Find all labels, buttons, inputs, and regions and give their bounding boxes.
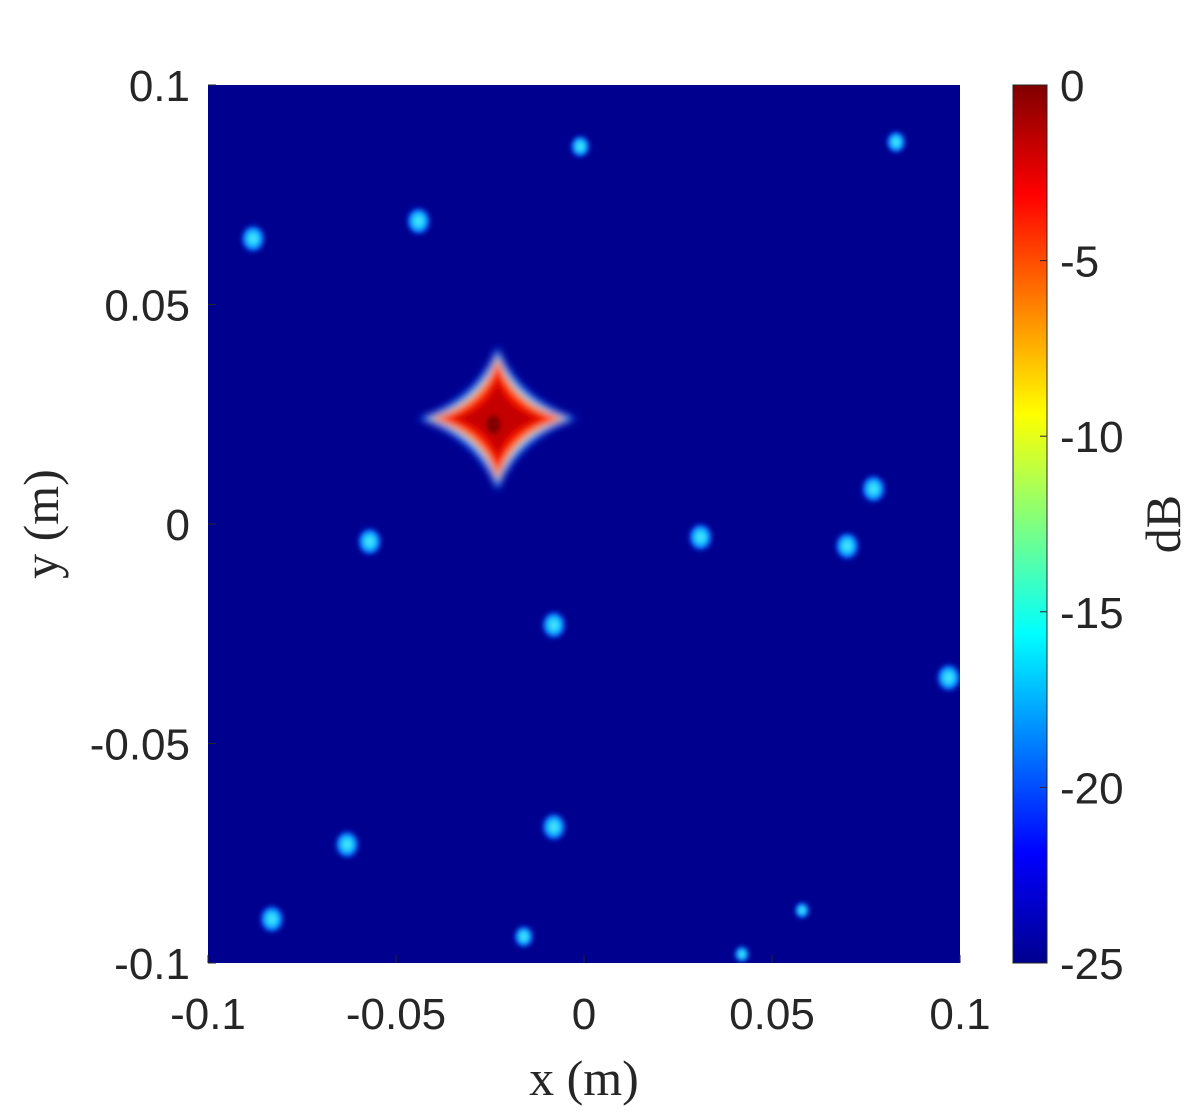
sidelobe-12	[258, 904, 285, 935]
sidelobe-15	[733, 945, 750, 963]
colorbar-tick-label: -20	[1060, 764, 1124, 813]
sidelobe-4	[356, 526, 383, 557]
sidelobe-7	[860, 473, 887, 504]
y-tick-label: -0.1	[114, 940, 190, 989]
sidelobe-11	[540, 811, 567, 842]
x-tick-label: -0.05	[346, 990, 446, 1039]
x-axis-label: x (m)	[529, 1050, 639, 1106]
sidelobe-2	[569, 134, 591, 159]
sidelobe-1	[405, 206, 432, 237]
colorbar-tick-label: -25	[1060, 940, 1124, 989]
colorbar-label: dB	[1135, 495, 1190, 553]
main-peak-max	[486, 415, 501, 434]
sidelobe-6	[834, 530, 861, 561]
sidelobe-8	[540, 609, 567, 640]
sidelobe-0	[240, 223, 267, 254]
x-tick-label: 0	[572, 990, 596, 1039]
colorbar-tick-label: -10	[1060, 413, 1124, 462]
y-tick-label: 0	[166, 501, 190, 550]
y-axis-label: y (m)	[13, 469, 69, 579]
colorbar-tick-label: -15	[1060, 589, 1124, 638]
y-tick-label: 0.1	[129, 62, 190, 111]
colorbar-tick-label: -5	[1060, 238, 1099, 287]
x-tick-label: 0.1	[929, 990, 990, 1039]
x-tick-label: -0.1	[170, 990, 246, 1039]
y-tick-label: -0.05	[90, 721, 190, 770]
plot-area	[208, 85, 960, 963]
sidelobe-10	[334, 829, 361, 860]
sidelobe-3	[885, 130, 907, 155]
colorbar	[1012, 84, 1048, 964]
sidelobe-14	[794, 901, 811, 920]
sidelobe-13	[513, 924, 535, 949]
y-tick-label: 0.05	[104, 282, 190, 331]
x-tick-label: 0.05	[729, 990, 815, 1039]
sidelobe-5	[687, 522, 714, 553]
colorbar-tick-label: 0	[1060, 62, 1084, 111]
sidelobe-9	[935, 662, 960, 693]
